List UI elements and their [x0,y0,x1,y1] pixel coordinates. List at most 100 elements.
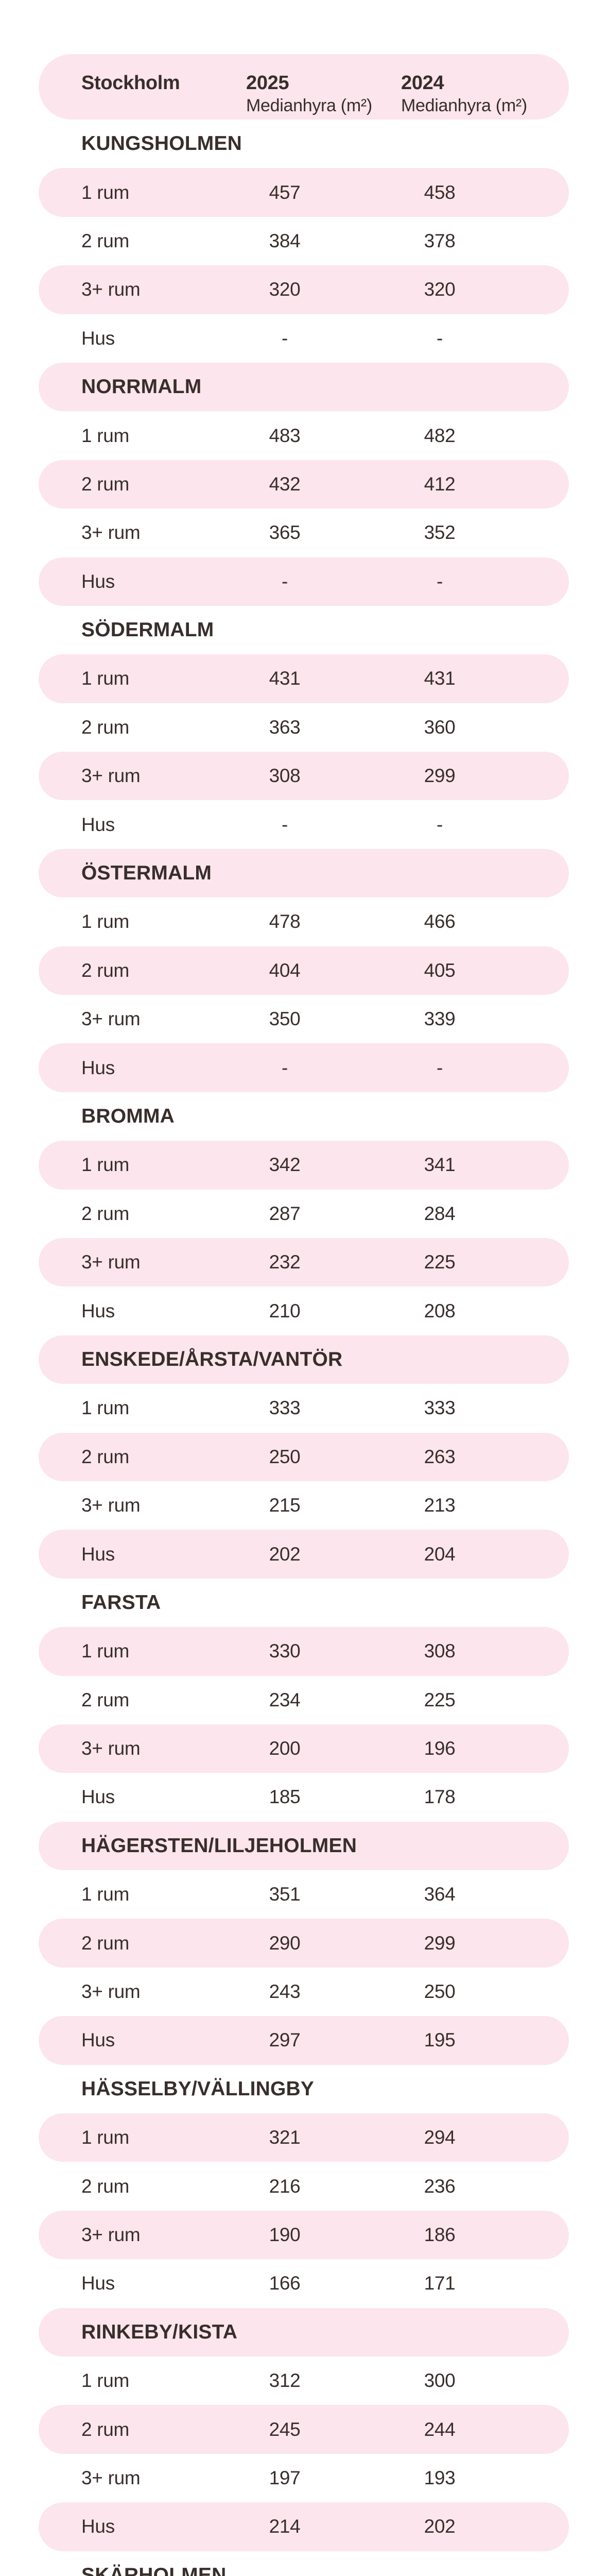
table-row: 1 rum 431 431 [39,654,569,703]
table-row: 3+ rum 243 250 [39,1968,569,2016]
row-value-2025: 365 [269,522,301,544]
row-value-2024: 339 [424,1008,456,1030]
column-header-2024: 2024 [401,72,444,94]
table-row: Hus 202 204 [39,1530,569,1579]
section-header-row: HÄGERSTEN/LILJEHOLMEN [39,1821,569,1871]
row-value-2024: - [436,1057,443,1078]
section-header-row: ENSKEDE/ÅRSTA/VANTÖR [39,1335,569,1384]
table-row: 2 rum 234 225 [39,1676,569,1724]
table-row: 2 rum 216 236 [39,2162,569,2210]
row-label: 1 rum [81,181,130,203]
row-value-2024: - [436,570,443,592]
table-row: 3+ rum 365 352 [39,509,569,557]
row-label: 3+ rum [81,2467,141,2488]
row-label: 3+ rum [81,1738,141,1759]
row-label: Hus [81,1543,115,1565]
column-header-2025: 2025 [246,72,289,94]
section-name: SÖDERMALM [81,619,214,641]
column-subheader-2024: Medianhyra (m²) [401,96,527,115]
row-value-2025: 432 [269,473,301,495]
row-value-2025: 250 [269,1446,301,1467]
table-row: 2 rum 404 405 [39,946,569,995]
table-row: Hus 214 202 [39,2502,569,2551]
table-row: Hus - - [39,800,569,849]
section-name: HÄGERSTEN/LILJEHOLMEN [81,1834,357,1857]
row-label: 2 rum [81,1446,130,1467]
row-value-2024: 196 [424,1738,456,1759]
row-value-2024: 195 [424,2029,456,2051]
section-header-row: HÄSSELBY/VÄLLINGBY [39,2065,569,2113]
row-value-2024: 466 [424,911,456,933]
row-value-2024: 300 [424,2370,456,2392]
table-header-row: Stockholm 2025 Medianhyra (m²) 2024 Medi… [39,54,569,120]
row-value-2025: 200 [269,1738,301,1759]
row-label: Hus [81,570,115,592]
row-value-2024: 208 [424,1300,456,1321]
row-label: 2 rum [81,1689,130,1710]
table-row: 2 rum 287 284 [39,1190,569,1238]
row-label: 1 rum [81,668,130,689]
row-value-2025: 350 [269,1008,301,1030]
row-label: Hus [81,2273,115,2294]
row-label: 2 rum [81,2418,130,2440]
table-row: 3+ rum 190 186 [39,2210,569,2260]
row-value-2024: 171 [424,2273,456,2294]
row-value-2025: 384 [269,230,301,251]
table-row: 3+ rum 308 299 [39,752,569,801]
table-row: 1 rum 351 364 [39,1870,569,1919]
row-value-2024: 458 [424,181,456,203]
row-value-2024: 213 [424,1495,456,1516]
table-row: Hus - - [39,1043,569,1092]
row-label: 3+ rum [81,765,141,787]
row-value-2024: 431 [424,668,456,689]
row-label: Hus [81,1300,115,1321]
row-value-2024: 412 [424,473,456,495]
row-value-2025: 290 [269,1932,301,1954]
section-name: ÖSTERMALM [81,862,212,885]
row-label: 1 rum [81,1640,130,1662]
row-value-2025: 202 [269,1543,301,1565]
row-label: 1 rum [81,1397,130,1419]
row-value-2025: 342 [269,1154,301,1176]
table-row: 2 rum 384 378 [39,217,569,265]
row-label: 1 rum [81,425,130,446]
row-label: 1 rum [81,1884,130,1905]
table-row: 2 rum 245 244 [39,2405,569,2454]
row-value-2025: 297 [269,2029,301,2051]
row-label: 1 rum [81,911,130,933]
row-label: 3+ rum [81,1008,141,1030]
section-header-row: KUNGSHOLMEN [39,120,569,168]
row-value-2025: 333 [269,1397,301,1419]
section-header-row: RINKEBY/KISTA [39,2308,569,2357]
row-value-2025: 363 [269,716,301,738]
section-header-row: ÖSTERMALM [39,849,569,898]
row-label: Hus [81,814,115,835]
row-value-2024: 405 [424,959,456,981]
row-value-2024: 204 [424,1543,456,1565]
row-value-2024: 320 [424,279,456,300]
table-row: 3+ rum 350 339 [39,995,569,1043]
row-value-2025: 243 [269,1981,301,2003]
table-row: 3+ rum 320 320 [39,265,569,314]
section-header-row: SKÄRHOLMEN [39,2551,569,2576]
row-value-2024: - [436,814,443,835]
table-row: Hus 185 178 [39,1773,569,1821]
section-header-row: FARSTA [39,1579,569,1627]
row-value-2025: 232 [269,1251,301,1273]
row-value-2025: 330 [269,1640,301,1662]
table-row: Hus - - [39,314,569,363]
row-value-2025: 166 [269,2273,301,2294]
table-row: 1 rum 330 308 [39,1627,569,1676]
row-value-2024: 299 [424,1932,456,1954]
row-label: 1 rum [81,1154,130,1176]
row-label: 2 rum [81,959,130,981]
row-label: 2 rum [81,1932,130,1954]
section-name: RINKEBY/KISTA [81,2320,238,2343]
row-value-2025: 214 [269,2516,301,2537]
table-row: 2 rum 290 299 [39,1919,569,1968]
row-value-2025: - [281,327,288,349]
row-value-2025: 234 [269,1689,301,1710]
row-value-2025: - [281,814,288,835]
row-value-2024: 225 [424,1689,456,1710]
row-value-2025: 431 [269,668,301,689]
